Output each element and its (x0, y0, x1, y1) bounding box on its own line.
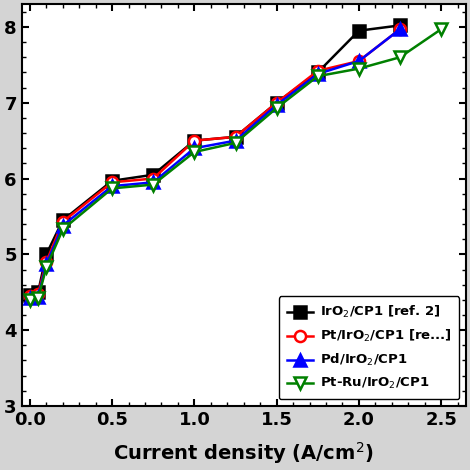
Pt-Ru/IrO$_2$/CP1 (44, 265, 49, 270)
Legend: IrO$_2$/CP1 [ref. 2], Pt/IrO$_2$/CP1 [re...], Pd/IrO$_2$/CP1, Pt-Ru/IrO$_2$/CP1: IrO$_2$/CP1 [ref. 2], Pt/IrO$_2$/CP1 [re… (279, 297, 459, 400)
Pd/IrO$_2$/CP1 (27, 296, 33, 301)
IrO$_2$/CP1 [ref. 2] (192, 138, 197, 143)
Pd/IrO$_2$/CP1 (150, 180, 156, 185)
Pt-Ru/IrO$_2$/CP1 (439, 26, 444, 32)
Pt-Ru/IrO$_2$/CP1 (35, 296, 41, 301)
Pd/IrO$_2$/CP1 (397, 26, 403, 32)
Pt/IrO$_2$/CP1 [re...] (60, 219, 66, 225)
Pd/IrO$_2$/CP1 (356, 58, 362, 64)
X-axis label: Current density (A/cm$^2$): Current density (A/cm$^2$) (113, 440, 374, 466)
IrO$_2$/CP1 [ref. 2] (356, 28, 362, 33)
Pd/IrO$_2$/CP1 (192, 145, 197, 151)
Pt-Ru/IrO$_2$/CP1 (110, 186, 115, 191)
IrO$_2$/CP1 [ref. 2] (110, 178, 115, 184)
Pd/IrO$_2$/CP1 (44, 261, 49, 267)
IrO$_2$/CP1 [ref. 2] (60, 218, 66, 223)
Pt-Ru/IrO$_2$/CP1 (27, 297, 33, 303)
IrO$_2$/CP1 [ref. 2] (315, 70, 321, 75)
Pd/IrO$_2$/CP1 (315, 71, 321, 77)
Pt/IrO$_2$/CP1 [re...] (274, 100, 280, 106)
Pd/IrO$_2$/CP1 (35, 294, 41, 299)
Line: Pt-Ru/IrO$_2$/CP1: Pt-Ru/IrO$_2$/CP1 (24, 24, 446, 306)
Pt/IrO$_2$/CP1 [re...] (35, 291, 41, 297)
Pt/IrO$_2$/CP1 [re...] (27, 293, 33, 299)
Pd/IrO$_2$/CP1 (233, 138, 238, 143)
IrO$_2$/CP1 [ref. 2] (233, 134, 238, 140)
Line: Pt/IrO$_2$/CP1 [re...]: Pt/IrO$_2$/CP1 [re...] (24, 24, 406, 302)
Pt/IrO$_2$/CP1 [re...] (397, 26, 403, 32)
Pt/IrO$_2$/CP1 [re...] (150, 176, 156, 181)
Pt-Ru/IrO$_2$/CP1 (315, 73, 321, 79)
Pt/IrO$_2$/CP1 [re...] (315, 68, 321, 74)
IrO$_2$/CP1 [ref. 2] (35, 290, 41, 295)
Pt-Ru/IrO$_2$/CP1 (192, 149, 197, 155)
IrO$_2$/CP1 [ref. 2] (44, 251, 49, 257)
Pt-Ru/IrO$_2$/CP1 (150, 182, 156, 188)
Pt-Ru/IrO$_2$/CP1 (397, 55, 403, 60)
Pt-Ru/IrO$_2$/CP1 (274, 105, 280, 111)
Pd/IrO$_2$/CP1 (60, 223, 66, 228)
Line: Pd/IrO$_2$/CP1: Pd/IrO$_2$/CP1 (24, 24, 406, 304)
Pt/IrO$_2$/CP1 [re...] (110, 180, 115, 185)
Pt-Ru/IrO$_2$/CP1 (356, 66, 362, 71)
IrO$_2$/CP1 [ref. 2] (150, 172, 156, 178)
Pt-Ru/IrO$_2$/CP1 (60, 227, 66, 232)
Pd/IrO$_2$/CP1 (110, 183, 115, 189)
IrO$_2$/CP1 [ref. 2] (274, 100, 280, 106)
Pt-Ru/IrO$_2$/CP1 (233, 140, 238, 146)
IrO$_2$/CP1 [ref. 2] (27, 292, 33, 298)
Pt/IrO$_2$/CP1 [re...] (233, 134, 238, 140)
IrO$_2$/CP1 [ref. 2] (397, 23, 403, 28)
Line: IrO$_2$/CP1 [ref. 2]: IrO$_2$/CP1 [ref. 2] (24, 20, 406, 301)
Pd/IrO$_2$/CP1 (274, 102, 280, 108)
Pt/IrO$_2$/CP1 [re...] (44, 259, 49, 265)
Pt/IrO$_2$/CP1 [re...] (356, 58, 362, 64)
Pt/IrO$_2$/CP1 [re...] (192, 138, 197, 143)
